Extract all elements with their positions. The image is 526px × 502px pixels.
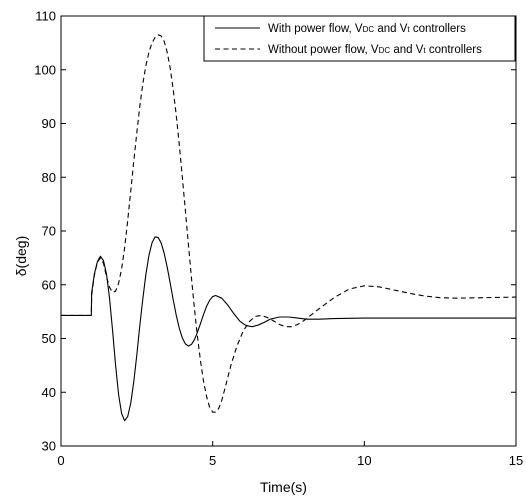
x-tick-label: 0 bbox=[57, 453, 64, 468]
y-tick-label: 60 bbox=[42, 277, 56, 292]
x-tick-label: 5 bbox=[209, 453, 216, 468]
legend-text-part: With power flow, V bbox=[268, 23, 363, 35]
y-tick-label: 80 bbox=[42, 170, 56, 185]
y-tick-label: 40 bbox=[42, 385, 56, 400]
y-tick-label: 50 bbox=[42, 331, 56, 346]
y-tick-label: 70 bbox=[42, 224, 56, 239]
x-axis-label: Time(s) bbox=[260, 479, 307, 495]
plot-frame bbox=[60, 15, 517, 447]
y-tick-label: 90 bbox=[42, 116, 56, 131]
legend-text-part: controllers bbox=[410, 23, 466, 35]
legend-label-2: Without power flow, VDC and Vt controlle… bbox=[268, 44, 482, 56]
y-axis-label: δ(deg) bbox=[13, 236, 29, 276]
legend-label-1: With power flow, VDC and Vt controllers bbox=[268, 23, 466, 35]
legend-subscript: t bbox=[407, 25, 410, 34]
x-tick-label: 10 bbox=[357, 453, 371, 468]
y-tick-label: 110 bbox=[35, 9, 56, 24]
series-line-2 bbox=[61, 34, 516, 413]
series-layer bbox=[61, 34, 516, 422]
legend-box bbox=[203, 15, 516, 62]
legend-text-part: controllers bbox=[426, 44, 482, 56]
legend-text-part: Without power flow, V bbox=[268, 44, 379, 56]
legend-subscript: DC bbox=[379, 46, 391, 55]
x-tick-label: 15 bbox=[509, 453, 523, 468]
axis-ticks: 0 5 10 15 30 40 50 60 70 80 90 100 110 bbox=[34, 9, 523, 469]
y-tick-label: 30 bbox=[42, 439, 56, 454]
legend-subscript: DC bbox=[363, 25, 375, 34]
plot-area bbox=[60, 15, 517, 447]
legend-text-part: and V bbox=[374, 23, 408, 35]
legend: With power flow, VDC and Vt controllersW… bbox=[203, 15, 516, 62]
legend-subscript: t bbox=[423, 46, 426, 55]
legend-text-part: and V bbox=[390, 44, 424, 56]
y-tick-label: 100 bbox=[34, 62, 56, 77]
series-line-1 bbox=[61, 236, 516, 422]
